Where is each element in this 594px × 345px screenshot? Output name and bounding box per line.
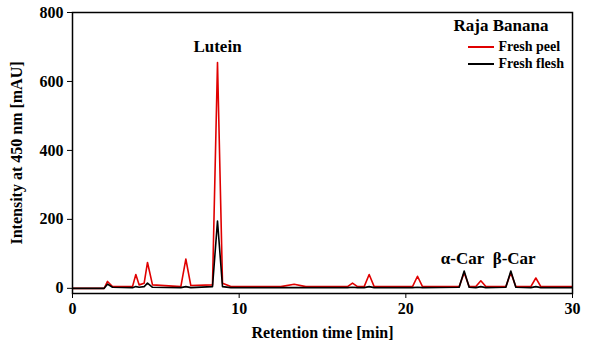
svg-text:400: 400 — [40, 142, 64, 159]
svg-text:Retention time [min]: Retention time [min] — [251, 324, 393, 341]
html-text:Fresh peel: Fresh peel — [498, 39, 561, 54]
svg-text:0: 0 — [56, 279, 64, 296]
svg-text:200: 200 — [40, 210, 64, 227]
svg-text:Lutein: Lutein — [193, 37, 242, 56]
svg-text:600: 600 — [40, 73, 64, 90]
svg-text:β-Car: β-Car — [493, 249, 536, 268]
svg-text:0: 0 — [69, 300, 77, 317]
svg-text:20: 20 — [398, 300, 414, 317]
svg-text:800: 800 — [40, 4, 64, 21]
svg-text:30: 30 — [565, 300, 581, 317]
svg-text:Intensity at 450 nm [mAU]: Intensity at 450 nm [mAU] — [8, 61, 26, 244]
svg-text:10: 10 — [231, 300, 247, 317]
html-text:Fresh flesh: Fresh flesh — [498, 56, 564, 71]
html-text:Raja Banana: Raja Banana — [453, 16, 549, 35]
svg-text:α-Car: α-Car — [441, 249, 485, 268]
